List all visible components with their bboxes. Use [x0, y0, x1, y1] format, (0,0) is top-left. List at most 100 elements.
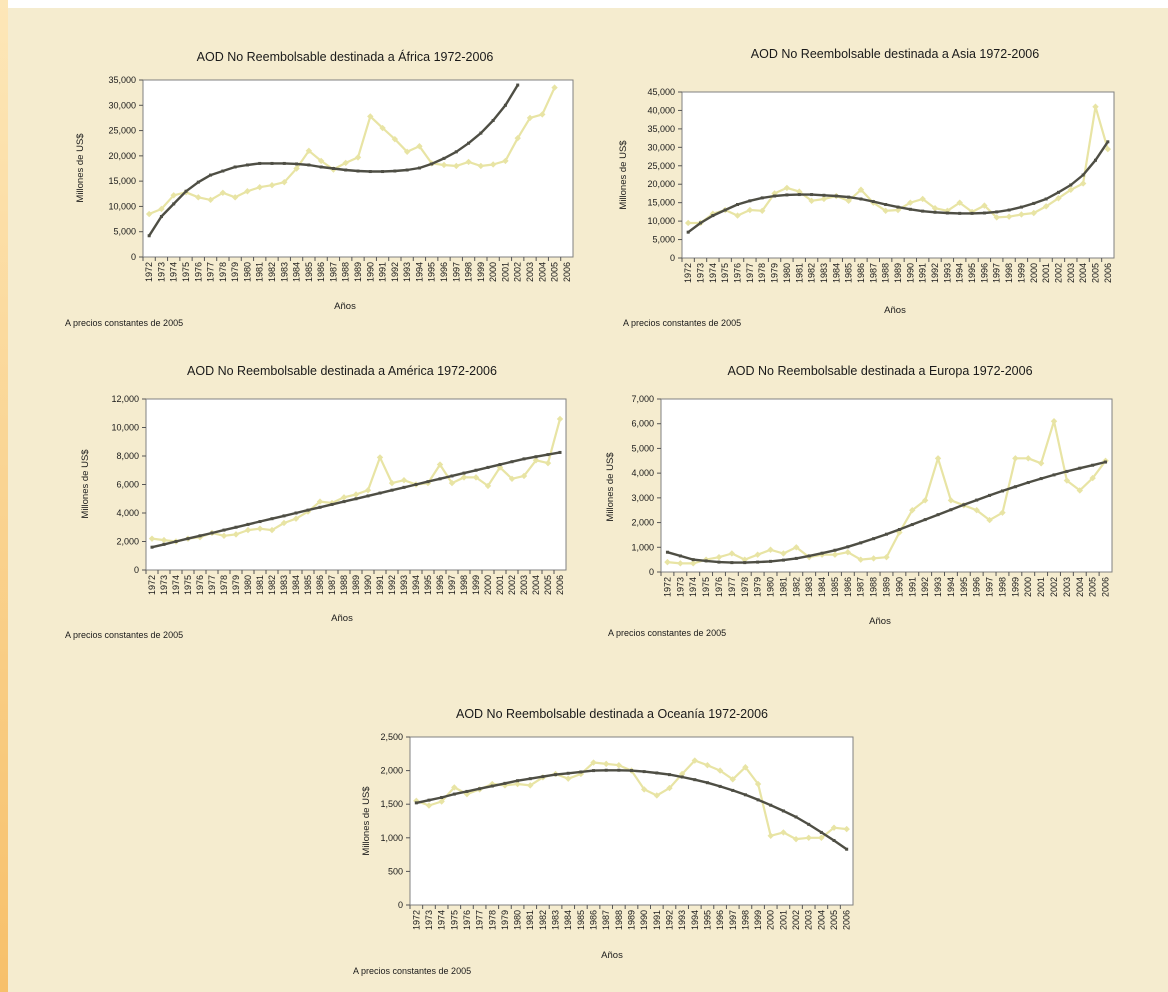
series-group: [145, 83, 558, 238]
x-tick-label: 2006: [1103, 263, 1113, 283]
data-point: [704, 762, 711, 769]
trend-point: [760, 196, 764, 200]
x-tick-label: 2000: [488, 262, 498, 282]
trend-point: [988, 493, 992, 497]
trend-point: [680, 775, 684, 779]
x-axis-title: Años: [331, 613, 353, 624]
x-tick-label: 1989: [882, 577, 892, 597]
y-axis-title: Millones de US$: [80, 449, 91, 519]
x-tick-label: 1983: [804, 577, 814, 597]
data-point: [160, 536, 168, 544]
left-accent-bar: [0, 0, 8, 992]
x-tick-label: 2005: [550, 262, 560, 282]
x-tick-label: 2005: [1088, 577, 1098, 597]
data-point: [729, 776, 736, 783]
data-point: [746, 206, 754, 214]
chart-4: AOD No Reembolsable destinada a Oceanía …: [353, 707, 854, 976]
x-tick-label: 2002: [1049, 577, 1059, 597]
y-tick-label: 20,000: [647, 179, 675, 189]
data-point: [780, 829, 787, 836]
trend-point: [797, 193, 801, 197]
x-tick-label: 1992: [387, 575, 397, 595]
trend-point: [769, 559, 773, 563]
data-point: [195, 194, 202, 201]
trend-point: [731, 788, 735, 792]
trend-point: [630, 769, 633, 773]
data-point: [870, 555, 877, 562]
x-tick-label: 1996: [979, 263, 989, 283]
data-point: [947, 497, 955, 504]
trend-point: [516, 779, 520, 783]
trend-point: [717, 560, 721, 564]
trend-point: [503, 103, 507, 107]
x-tick-label: 2001: [1041, 263, 1051, 283]
data-point: [919, 195, 926, 203]
x-tick-label: 1987: [856, 577, 866, 597]
trend-point: [1069, 183, 1073, 187]
chart-footnote: A precios constantes de 2005: [65, 318, 183, 328]
data-point: [489, 161, 497, 168]
data-point: [268, 181, 276, 189]
data-point: [565, 775, 572, 782]
y-tick-label: 0: [131, 252, 136, 262]
trend-point: [642, 770, 646, 774]
trend-point: [1056, 190, 1060, 194]
y-tick-label: 15,000: [108, 176, 136, 186]
x-tick-label: 1978: [757, 263, 767, 283]
trend-point: [822, 193, 826, 197]
x-tick-label: 1977: [206, 262, 216, 282]
x-tick-label: 1982: [807, 263, 817, 283]
trend-point: [479, 131, 483, 135]
x-tick-label: 1980: [766, 577, 776, 597]
series-group: [148, 415, 564, 549]
x-tick-label: 1998: [740, 910, 750, 930]
trend-point: [440, 795, 444, 799]
data-point: [830, 824, 838, 831]
x-tick-label: 1981: [794, 263, 804, 283]
trend-point: [430, 162, 434, 166]
data-point: [792, 835, 800, 843]
data-point: [956, 199, 963, 206]
trend-point: [331, 167, 335, 170]
x-tick-label: 1991: [378, 262, 388, 282]
x-tick-label: 2003: [804, 910, 814, 930]
trend-point: [936, 513, 940, 517]
x-tick-label: 1979: [753, 577, 763, 597]
x-tick-label: 1987: [601, 910, 611, 930]
data-point: [158, 205, 165, 213]
data-point: [508, 475, 516, 482]
data-point: [231, 194, 239, 201]
x-tick-label: 1984: [817, 577, 827, 597]
y-axis-title: Millones de US$: [75, 133, 86, 203]
x-tick-label: 2001: [500, 262, 510, 282]
data-point: [244, 188, 251, 195]
trend-point: [534, 455, 538, 459]
trend-point: [945, 211, 949, 215]
x-tick-label: 2002: [1053, 263, 1063, 283]
trend-point: [1078, 466, 1082, 470]
data-point: [1037, 460, 1045, 467]
plot-area: [142, 79, 574, 258]
data-point: [677, 560, 684, 567]
y-tick-label: 4,000: [116, 508, 139, 518]
trend-point: [366, 494, 370, 498]
trend-point: [1019, 205, 1023, 209]
trend-point: [1065, 469, 1069, 473]
x-tick-label: 1995: [967, 263, 977, 283]
x-tick-label: 1975: [449, 910, 459, 930]
x-tick-label: 1994: [690, 910, 700, 930]
x-axis-title: Años: [884, 305, 906, 316]
data-point: [281, 178, 288, 186]
x-tick-label: 2001: [495, 575, 505, 595]
data-point: [981, 202, 988, 209]
x-tick-label: 1984: [831, 263, 841, 283]
trend-point: [820, 551, 824, 555]
plot-area: [145, 398, 567, 571]
chart-footnote: A precios constantes de 2005: [623, 318, 741, 328]
y-axis-title: Millones de US$: [618, 140, 629, 210]
x-tick-label: 1996: [435, 575, 445, 595]
x-axis-title: Años: [601, 950, 623, 961]
x-tick-label: 2004: [816, 910, 826, 930]
trend-point: [819, 830, 823, 834]
data-point: [993, 214, 1000, 221]
